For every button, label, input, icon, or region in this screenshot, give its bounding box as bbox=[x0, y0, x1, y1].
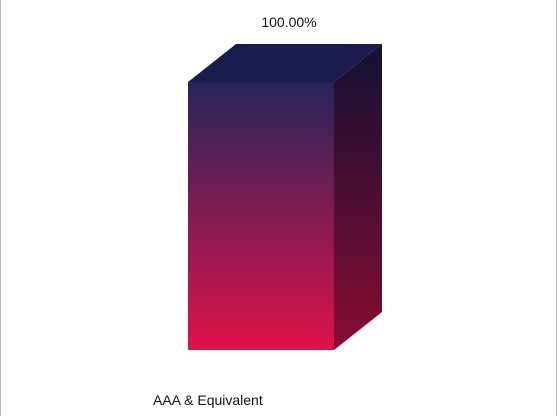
bar bbox=[188, 44, 382, 350]
category-label: AAA & Equivalent bbox=[153, 392, 263, 408]
bar-front-face bbox=[188, 82, 334, 350]
bar-top-face bbox=[188, 44, 382, 82]
bar-side-face bbox=[334, 44, 382, 350]
data-label: 100.00% bbox=[261, 14, 316, 30]
